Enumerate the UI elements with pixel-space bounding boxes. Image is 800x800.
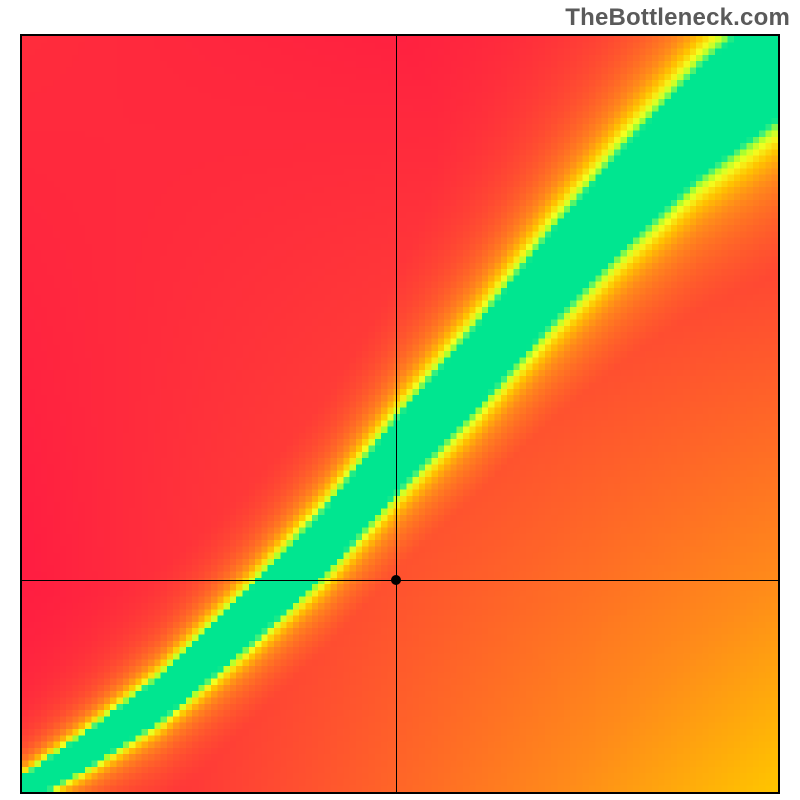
chart-container: TheBottleneck.com xyxy=(0,0,800,800)
heatmap-plot-area xyxy=(20,34,780,794)
watermark-text: TheBottleneck.com xyxy=(565,4,790,32)
crosshair-vertical xyxy=(396,36,397,792)
marker-dot xyxy=(391,575,401,585)
heatmap-canvas xyxy=(22,36,778,792)
